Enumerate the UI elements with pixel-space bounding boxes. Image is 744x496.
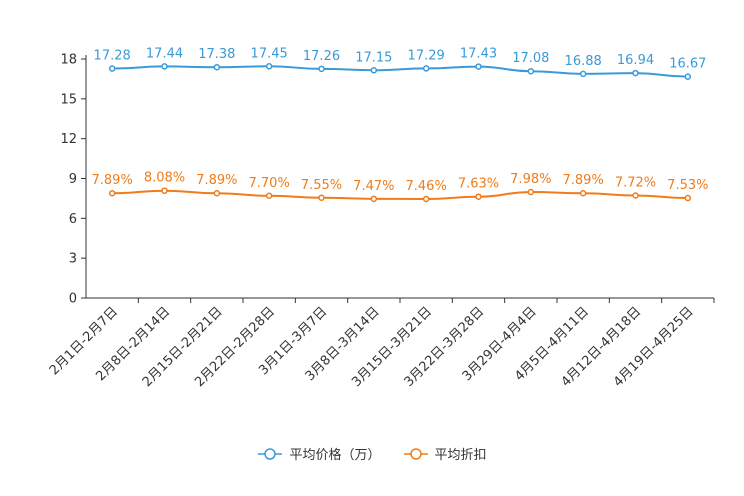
data-point[interactable]	[161, 63, 168, 70]
data-label: 7.53%	[667, 178, 708, 193]
data-label: 16.88	[565, 54, 602, 69]
data-point[interactable]	[318, 194, 325, 202]
data-label: 16.67	[669, 57, 706, 72]
data-label: 16.94	[617, 53, 654, 68]
data-point[interactable]	[527, 188, 535, 196]
series-line-1	[112, 189, 688, 200]
series-line-0	[112, 65, 688, 78]
data-point[interactable]	[422, 65, 430, 72]
legend-item-discount[interactable]: 平均折扣	[403, 444, 487, 463]
y-tick-label: 6	[69, 212, 77, 227]
y-tick-label: 9	[69, 172, 77, 187]
data-point[interactable]	[161, 187, 168, 194]
data-point[interactable]	[370, 67, 378, 74]
y-tick-label: 15	[60, 92, 77, 107]
data-point[interactable]	[108, 189, 116, 197]
data-point[interactable]	[265, 63, 273, 70]
data-point[interactable]	[475, 193, 482, 200]
data-point[interactable]	[527, 67, 535, 75]
data-point[interactable]	[108, 65, 116, 72]
data-label: 7.98%	[510, 172, 551, 187]
data-point[interactable]	[579, 70, 587, 78]
data-label: 7.70%	[249, 176, 290, 191]
legend-discount-label: 平均折扣	[434, 448, 487, 463]
data-point[interactable]	[684, 73, 692, 80]
data-label: 17.08	[512, 51, 549, 66]
data-label: 8.08%	[144, 171, 185, 186]
data-point[interactable]	[422, 195, 430, 203]
data-label: 17.44	[146, 46, 183, 61]
data-label: 17.45	[251, 46, 288, 61]
data-label: 7.89%	[196, 173, 237, 188]
data-point[interactable]	[632, 192, 639, 199]
data-point[interactable]	[475, 63, 482, 70]
data-point[interactable]	[318, 65, 325, 73]
data-label: 7.46%	[406, 179, 447, 194]
data-label: 7.72%	[615, 175, 656, 190]
data-label: 17.15	[355, 50, 392, 65]
data-point[interactable]	[579, 189, 587, 197]
legend: 平均价格（万） 平均折扣	[0, 444, 744, 463]
data-point[interactable]	[213, 189, 221, 197]
data-label: 17.26	[303, 49, 340, 64]
y-tick-label: 12	[60, 132, 77, 147]
data-label: 17.29	[408, 48, 445, 63]
data-point[interactable]	[370, 195, 378, 203]
data-label: 7.47%	[353, 179, 394, 194]
data-label: 17.38	[198, 47, 235, 62]
data-label: 17.28	[94, 49, 131, 64]
data-point[interactable]	[684, 194, 692, 202]
legend-item-price[interactable]: 平均价格（万）	[257, 444, 381, 463]
y-tick-label: 3	[69, 252, 77, 267]
data-label: 7.89%	[563, 173, 604, 188]
data-label: 7.55%	[301, 178, 342, 193]
data-label: 7.89%	[92, 173, 133, 188]
y-tick-label: 0	[69, 292, 77, 307]
data-point[interactable]	[265, 192, 273, 200]
data-point[interactable]	[213, 63, 221, 71]
legend-price-marker-icon	[258, 447, 283, 460]
data-point[interactable]	[632, 69, 639, 77]
data-label: 17.43	[460, 47, 497, 62]
y-tick-label: 18	[60, 53, 77, 68]
data-label: 7.63%	[458, 177, 499, 192]
legend-price-label: 平均价格（万）	[289, 448, 381, 463]
legend-discount-marker-icon	[403, 447, 428, 460]
